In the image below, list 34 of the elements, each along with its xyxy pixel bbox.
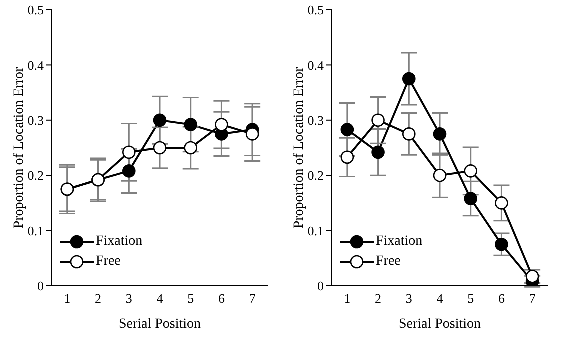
y-axis-title: Proportion of Location Error [292,66,307,229]
x-tick-label: 4 [436,291,444,306]
y-tick-label: 0.1 [308,223,324,238]
x-tick-label: 2 [95,291,102,306]
x-axis-title: Serial Position [398,316,482,332]
y-axis-title: Proportion of Location Error [12,66,27,229]
legend-label: Free [376,254,401,270]
x-tick-label: 6 [498,291,506,306]
y-tick-label: 0.2 [308,168,324,184]
y-tick-label: 0.4 [28,58,44,73]
y-tick-label: 0.5 [308,2,324,18]
x-tick-label: 7 [529,291,536,306]
x-tick-label: 2 [375,291,382,306]
y-tick-label: 0 [38,278,44,294]
x-tick-label: 3 [406,291,412,306]
x-tick-label: 5 [188,291,194,306]
legend-label: Free [96,254,121,270]
legend-label: Fixation [96,234,143,250]
y-tick-label: 0.5 [28,2,44,18]
y-tick-label: 0.3 [308,113,324,128]
x-tick-label: 1 [64,291,71,306]
legend-label: Fixation [376,234,423,250]
x-tick-label: 6 [218,291,226,306]
y-tick-label: 0.4 [308,58,324,73]
x-tick-label: 3 [126,291,132,306]
y-tick-label: 0.3 [28,113,44,128]
x-axis-title: Serial Position [118,316,202,332]
y-tick-label: 0.1 [28,223,44,238]
x-tick-label: 4 [156,291,164,306]
y-tick-label: 0.2 [28,168,44,184]
x-tick-label: 5 [468,291,474,306]
x-tick-label: 7 [249,291,256,306]
x-tick-label: 1 [344,291,351,306]
y-tick-label: 0 [318,278,324,294]
